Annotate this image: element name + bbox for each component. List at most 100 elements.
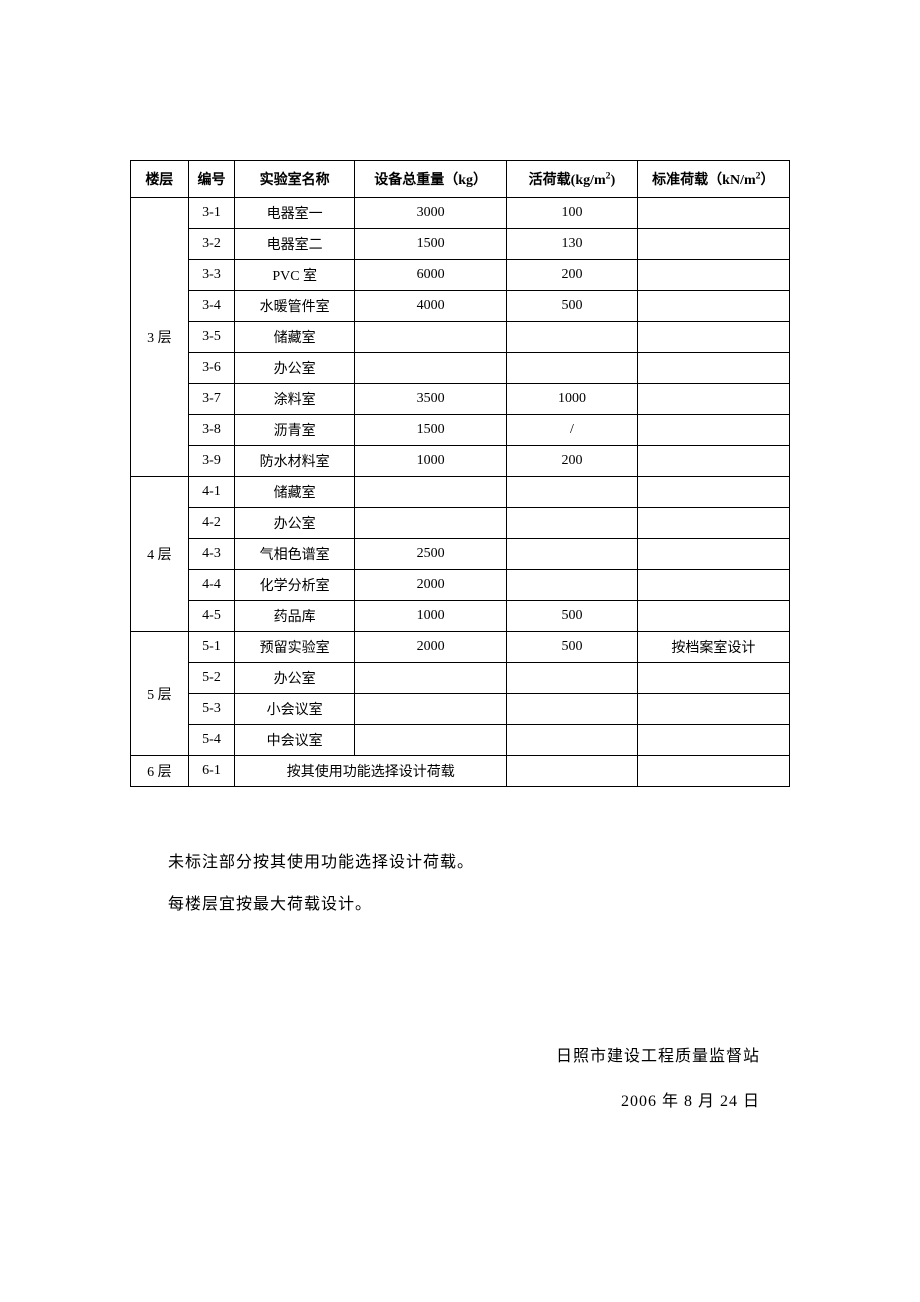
header-floor: 楼层 bbox=[131, 161, 189, 198]
table-row: 3-6办公室 bbox=[131, 353, 790, 384]
cell-id: 4-2 bbox=[188, 508, 235, 539]
table-row: 3-4水暖管件室4000500 bbox=[131, 291, 790, 322]
cell-weight bbox=[354, 663, 506, 694]
table-row: 5-3小会议室 bbox=[131, 694, 790, 725]
table-row: 6 层6-1按其使用功能选择设计荷载 bbox=[131, 756, 790, 787]
cell-name: 中会议室 bbox=[235, 725, 355, 756]
cell-weight: 1000 bbox=[354, 601, 506, 632]
cell-weight bbox=[354, 694, 506, 725]
cell-id: 3-3 bbox=[188, 260, 235, 291]
cell-name: 电器室一 bbox=[235, 198, 355, 229]
table-row: 5 层5-1预留实验室2000500按档案室设计 bbox=[131, 632, 790, 663]
cell-std-load bbox=[637, 446, 789, 477]
cell-name: 沥青室 bbox=[235, 415, 355, 446]
cell-std-load bbox=[637, 415, 789, 446]
cell-id: 3-6 bbox=[188, 353, 235, 384]
cell-name: 化学分析室 bbox=[235, 570, 355, 601]
signature-org: 日照市建设工程质量监督站 bbox=[130, 1035, 760, 1080]
cell-live-load: 500 bbox=[507, 291, 637, 322]
cell-weight bbox=[354, 725, 506, 756]
cell-id: 4-3 bbox=[188, 539, 235, 570]
cell-std-load bbox=[637, 353, 789, 384]
cell-id: 6-1 bbox=[188, 756, 235, 787]
table-row: 3-8沥青室1500/ bbox=[131, 415, 790, 446]
cell-id: 5-1 bbox=[188, 632, 235, 663]
cell-name: 小会议室 bbox=[235, 694, 355, 725]
cell-merged-note: 按其使用功能选择设计荷载 bbox=[235, 756, 507, 787]
cell-live-load: 130 bbox=[507, 229, 637, 260]
cell-name: 办公室 bbox=[235, 663, 355, 694]
cell-live-load bbox=[507, 322, 637, 353]
cell-floor: 5 层 bbox=[131, 632, 189, 756]
load-table: 楼层 编号 实验室名称 设备总重量（kg） 活荷载(kg/m2) 标准荷载（kN… bbox=[130, 160, 790, 787]
cell-weight bbox=[354, 353, 506, 384]
cell-live-load bbox=[507, 477, 637, 508]
table-row: 3-7涂料室35001000 bbox=[131, 384, 790, 415]
cell-live-load bbox=[507, 694, 637, 725]
cell-weight bbox=[354, 322, 506, 353]
cell-name: 办公室 bbox=[235, 508, 355, 539]
cell-std-load bbox=[637, 601, 789, 632]
cell-std-load bbox=[637, 260, 789, 291]
cell-live-load bbox=[507, 756, 637, 787]
cell-weight bbox=[354, 508, 506, 539]
notes-section: 未标注部分按其使用功能选择设计荷载。 每楼层宜按最大荷载设计。 bbox=[130, 842, 790, 925]
table-row: 4-3气相色谱室2500 bbox=[131, 539, 790, 570]
cell-id: 3-2 bbox=[188, 229, 235, 260]
header-id: 编号 bbox=[188, 161, 235, 198]
table-row: 3 层3-1电器室一3000100 bbox=[131, 198, 790, 229]
cell-std-load bbox=[637, 539, 789, 570]
table-row: 3-3PVC 室6000200 bbox=[131, 260, 790, 291]
cell-weight bbox=[354, 477, 506, 508]
cell-name: 储藏室 bbox=[235, 477, 355, 508]
table-row: 3-5储藏室 bbox=[131, 322, 790, 353]
cell-name: 储藏室 bbox=[235, 322, 355, 353]
cell-std-load bbox=[637, 663, 789, 694]
cell-id: 4-5 bbox=[188, 601, 235, 632]
header-std-load: 标准荷载（kN/m2） bbox=[637, 161, 789, 198]
table-row: 4-2办公室 bbox=[131, 508, 790, 539]
cell-floor: 4 层 bbox=[131, 477, 189, 632]
cell-live-load bbox=[507, 353, 637, 384]
cell-live-load: / bbox=[507, 415, 637, 446]
cell-name: 电器室二 bbox=[235, 229, 355, 260]
table-row: 5-4中会议室 bbox=[131, 725, 790, 756]
header-live-load: 活荷载(kg/m2) bbox=[507, 161, 637, 198]
cell-name: 预留实验室 bbox=[235, 632, 355, 663]
cell-weight: 6000 bbox=[354, 260, 506, 291]
cell-live-load: 500 bbox=[507, 632, 637, 663]
cell-live-load: 500 bbox=[507, 601, 637, 632]
signature-section: 日照市建设工程质量监督站 2006 年 8 月 24 日 bbox=[130, 1035, 790, 1125]
cell-id: 3-8 bbox=[188, 415, 235, 446]
cell-weight: 1000 bbox=[354, 446, 506, 477]
cell-live-load: 100 bbox=[507, 198, 637, 229]
cell-id: 3-9 bbox=[188, 446, 235, 477]
cell-weight: 4000 bbox=[354, 291, 506, 322]
cell-std-load bbox=[637, 322, 789, 353]
cell-id: 5-2 bbox=[188, 663, 235, 694]
cell-weight: 3000 bbox=[354, 198, 506, 229]
cell-std-load: 按档案室设计 bbox=[637, 632, 789, 663]
cell-live-load: 200 bbox=[507, 260, 637, 291]
cell-id: 3-5 bbox=[188, 322, 235, 353]
cell-weight: 2500 bbox=[354, 539, 506, 570]
cell-weight: 1500 bbox=[354, 415, 506, 446]
cell-live-load: 200 bbox=[507, 446, 637, 477]
cell-id: 4-4 bbox=[188, 570, 235, 601]
table-row: 3-9防水材料室1000200 bbox=[131, 446, 790, 477]
cell-name: 水暖管件室 bbox=[235, 291, 355, 322]
cell-name: 办公室 bbox=[235, 353, 355, 384]
cell-std-load bbox=[637, 229, 789, 260]
cell-id: 4-1 bbox=[188, 477, 235, 508]
cell-weight: 3500 bbox=[354, 384, 506, 415]
header-name: 实验室名称 bbox=[235, 161, 355, 198]
cell-name: 防水材料室 bbox=[235, 446, 355, 477]
note-line-1: 未标注部分按其使用功能选择设计荷载。 bbox=[168, 842, 790, 884]
cell-std-load bbox=[637, 384, 789, 415]
cell-std-load bbox=[637, 756, 789, 787]
cell-id: 3-1 bbox=[188, 198, 235, 229]
cell-floor: 3 层 bbox=[131, 198, 189, 477]
cell-id: 5-4 bbox=[188, 725, 235, 756]
cell-std-load bbox=[637, 508, 789, 539]
cell-live-load bbox=[507, 539, 637, 570]
